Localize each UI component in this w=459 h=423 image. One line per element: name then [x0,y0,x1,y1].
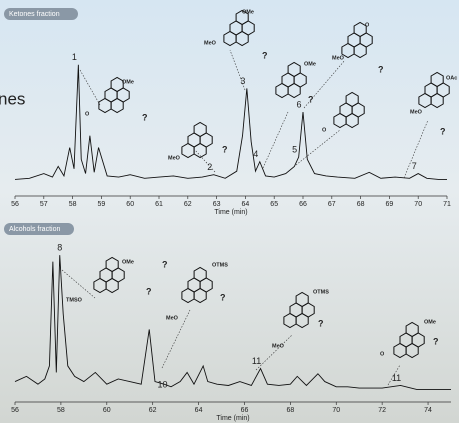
x-tick-label: 58 [69,201,77,208]
structure-label: MeO [168,155,181,161]
structure-label: ? [378,64,384,74]
structure-label: OMe [242,9,254,15]
x-axis-title: Time (min) [214,209,247,216]
structure-label: MeO [410,109,423,115]
x-tick-label: 56 [11,407,19,414]
cut-text: nes [0,89,25,108]
structure-label: ? [308,94,314,104]
x-tick-label: 57 [40,201,48,208]
x-tick-label: 62 [184,201,192,208]
peak-label: 4 [253,149,258,159]
x-tick-label: 70 [414,201,422,208]
structure-label: O [380,351,385,357]
figure: nes Ketones fraction56575859606162636465… [0,0,459,423]
structure-label: TMSO [66,297,83,303]
structure-label: ? [146,286,152,296]
x-tick-label: 67 [328,201,336,208]
peak-label: 1 [72,52,77,62]
x-tick-label: 63 [213,201,221,208]
x-tick-label: 60 [103,407,111,414]
x-tick-label: 64 [242,201,250,208]
structure-label: OMe [122,79,134,85]
structure-label: O [322,127,327,133]
structure-label: OTMS [313,289,329,295]
peak-label: 11 [392,373,401,383]
x-axis-title: Time (min) [216,415,249,422]
x-tick-label: 60 [126,201,134,208]
structure-label: O [365,22,370,28]
peak-label: 2 [207,162,212,172]
x-tick-label: 59 [98,201,106,208]
panel-title: Alcohols fraction [9,226,60,233]
structure-label: OMe [122,259,134,265]
structure-label: ? [220,292,226,302]
x-tick-label: 62 [149,407,157,414]
x-tick-label: 72 [378,407,386,414]
structure-label: MeO [332,55,345,61]
x-tick-label: 69 [386,201,394,208]
x-tick-label: 61 [155,201,163,208]
structure-label: OAc [446,75,457,81]
structure-label: ? [162,259,168,269]
structure-label: O [85,111,90,117]
structure-label: ? [440,126,446,136]
peak-label: 5 [292,144,297,154]
peak-label: 7 [412,161,417,171]
structure-label: OMe [424,319,436,325]
structure-label: OMe [304,61,316,67]
x-tick-label: 66 [241,407,249,414]
x-tick-label: 68 [286,407,294,414]
structure-label: MeO [166,315,179,321]
peak-label: 11 [252,356,261,366]
structure-label: MeO [204,40,217,46]
structure-label: ? [433,336,439,346]
x-tick-label: 65 [270,201,278,208]
structure-label: ? [222,144,228,154]
structure-label: ? [142,112,148,122]
x-tick-label: 66 [299,201,307,208]
structure-label: OTMS [212,262,228,268]
peak-label: 8 [57,243,62,253]
x-tick-label: 56 [11,201,19,208]
peak-label: 6 [296,99,301,109]
x-tick-label: 71 [443,201,451,208]
structure-label: ? [318,318,324,328]
structure-label: ? [262,50,268,60]
x-tick-label: 74 [424,407,432,414]
x-tick-label: 64 [195,407,203,414]
panel-title: Ketones fraction [9,11,60,18]
x-tick-label: 68 [357,201,365,208]
x-tick-label: 58 [57,407,65,414]
x-tick-label: 70 [332,407,340,414]
peak-label: 10 [157,379,167,389]
